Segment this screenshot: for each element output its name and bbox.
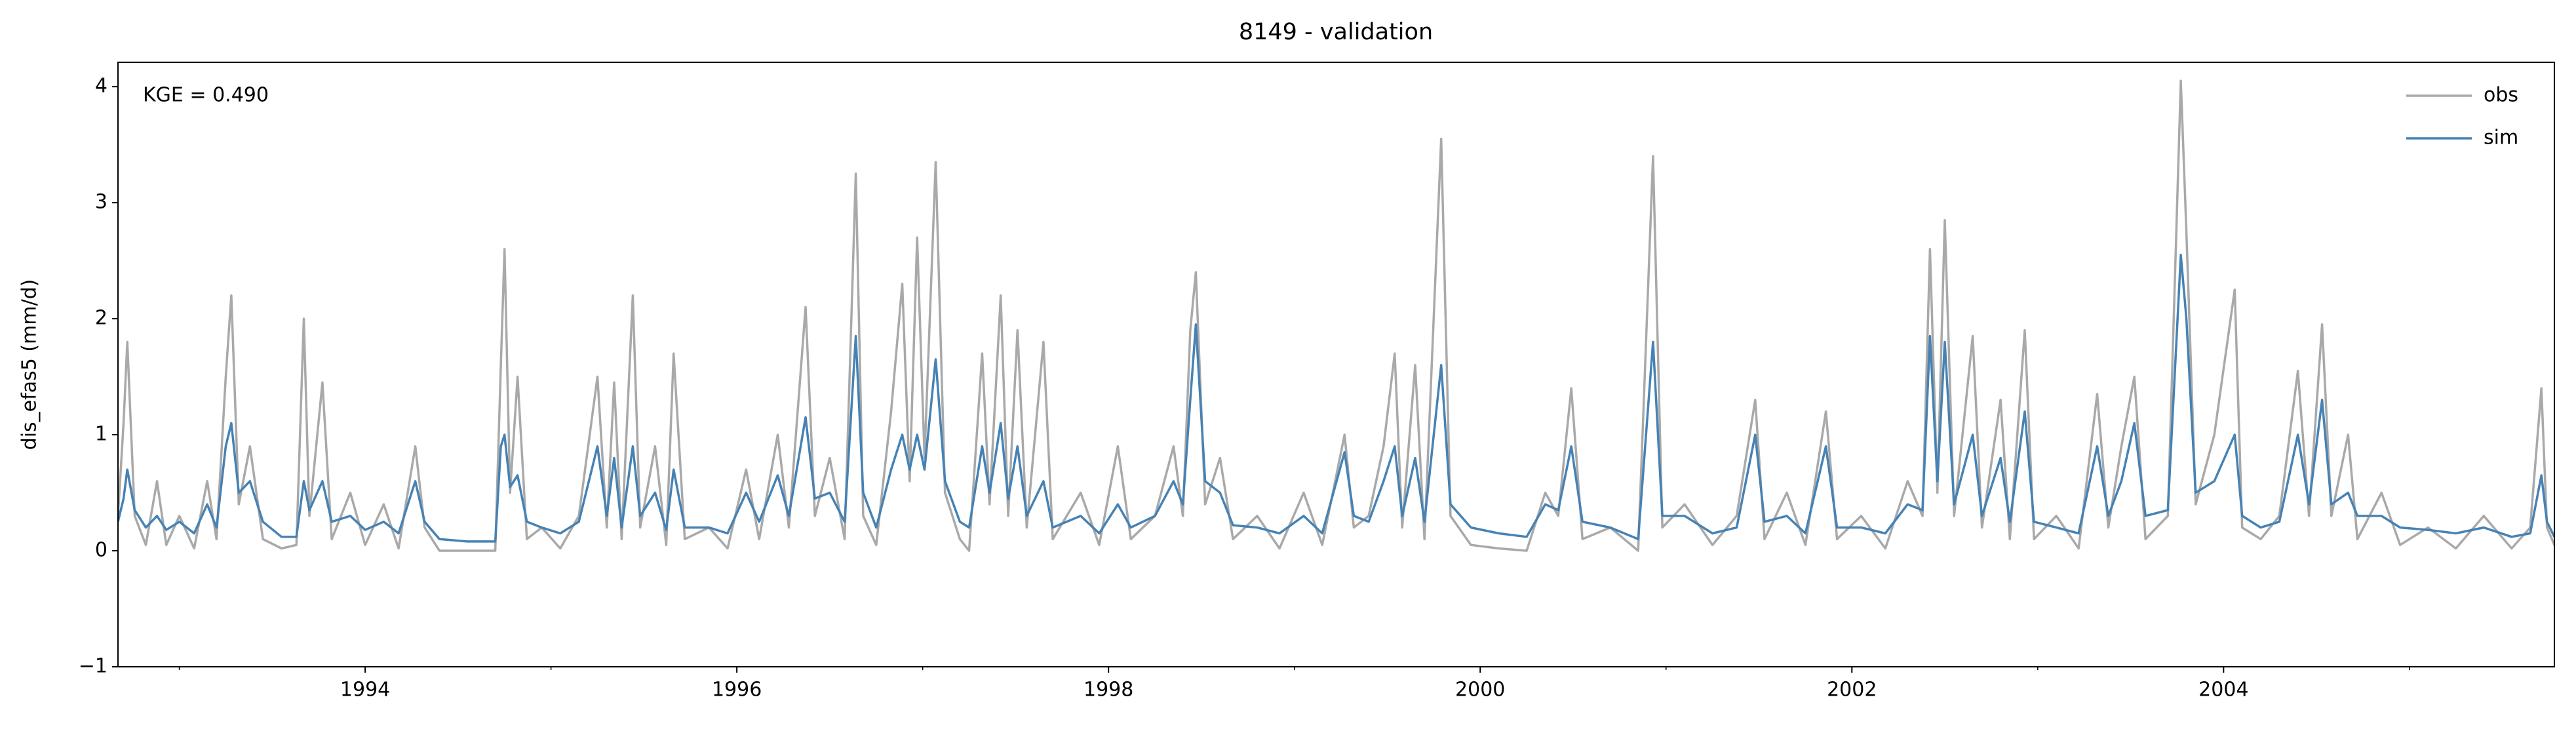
legend-label: obs <box>2484 84 2518 107</box>
y-tick-label: 2 <box>95 307 107 330</box>
x-tick-label: 2004 <box>2198 679 2248 702</box>
x-tick-label: 2002 <box>1827 679 1877 702</box>
y-tick-label: 1 <box>95 423 107 446</box>
legend-label: sim <box>2484 127 2518 149</box>
y-tick-label: −1 <box>79 655 107 678</box>
x-tick-label: 1994 <box>340 679 390 702</box>
annotation: KGE = 0.490 <box>143 84 269 107</box>
x-tick-label: 1998 <box>1083 679 1133 702</box>
y-tick-label: 0 <box>95 539 107 562</box>
series-line <box>118 79 2554 552</box>
x-tick-label: 1996 <box>712 679 762 702</box>
series-line <box>118 254 2554 543</box>
x-tick-label: 2000 <box>1455 679 1505 702</box>
y-tick-label: 4 <box>95 75 107 98</box>
chart-title: 8149 - validation <box>1239 19 1433 45</box>
y-axis-label: dis_efas5 (mm/d) <box>18 279 41 450</box>
plot-frame <box>117 62 2555 667</box>
y-tick-label: 3 <box>95 191 107 214</box>
